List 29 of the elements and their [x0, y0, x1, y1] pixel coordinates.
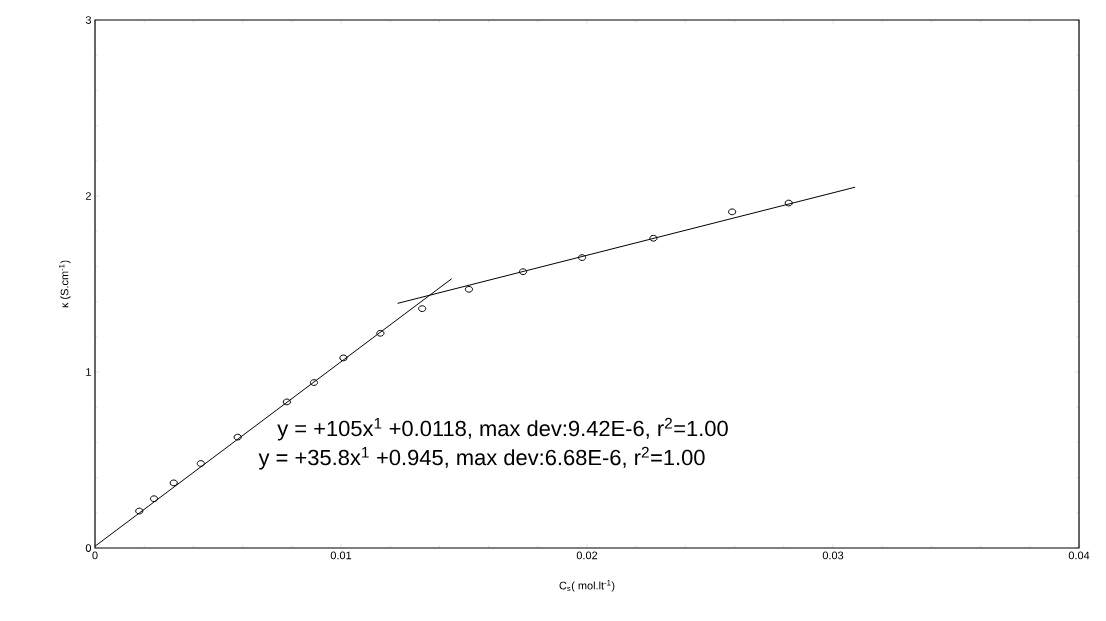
point [418, 305, 427, 313]
annotation: y = +35.8x$^{1}$ +0.945, max dev:6.68E-6, r$^{2}$=1.00 [258, 446, 705, 470]
x-axis-title: C$_{s}$( mol.lt$^{-1}$) [559, 580, 615, 592]
point [784, 199, 793, 207]
x-tick-label: 0.03 [822, 551, 844, 560]
point [282, 398, 291, 406]
point [169, 479, 178, 487]
x-tick-label: 0.02 [576, 551, 598, 560]
point [149, 495, 159, 503]
x-tick-label: 0 [92, 551, 98, 560]
point [309, 379, 319, 386]
point [135, 507, 144, 515]
point [649, 234, 658, 242]
point [376, 329, 385, 337]
y-tick-label: 2 [85, 192, 91, 200]
point [196, 460, 205, 467]
x-tick-label: 0.04 [1068, 551, 1090, 560]
y-tick-label: 1 [86, 368, 91, 376]
y-axis-title: κ (S.cm$^{-1}$) [59, 260, 71, 308]
point [464, 285, 474, 293]
point [577, 254, 587, 261]
annotation: y = +105x$^{1}$ +0.0118, max dev:9.42E-6, r$^{2}$=1.00 [277, 417, 728, 441]
point [518, 268, 528, 276]
point [728, 208, 737, 216]
y-tick-label: 3 [85, 16, 91, 24]
x-tick-label: 0.01 [330, 551, 352, 560]
point [339, 354, 348, 362]
y-tick-label: 0 [85, 544, 92, 552]
point [233, 433, 242, 441]
